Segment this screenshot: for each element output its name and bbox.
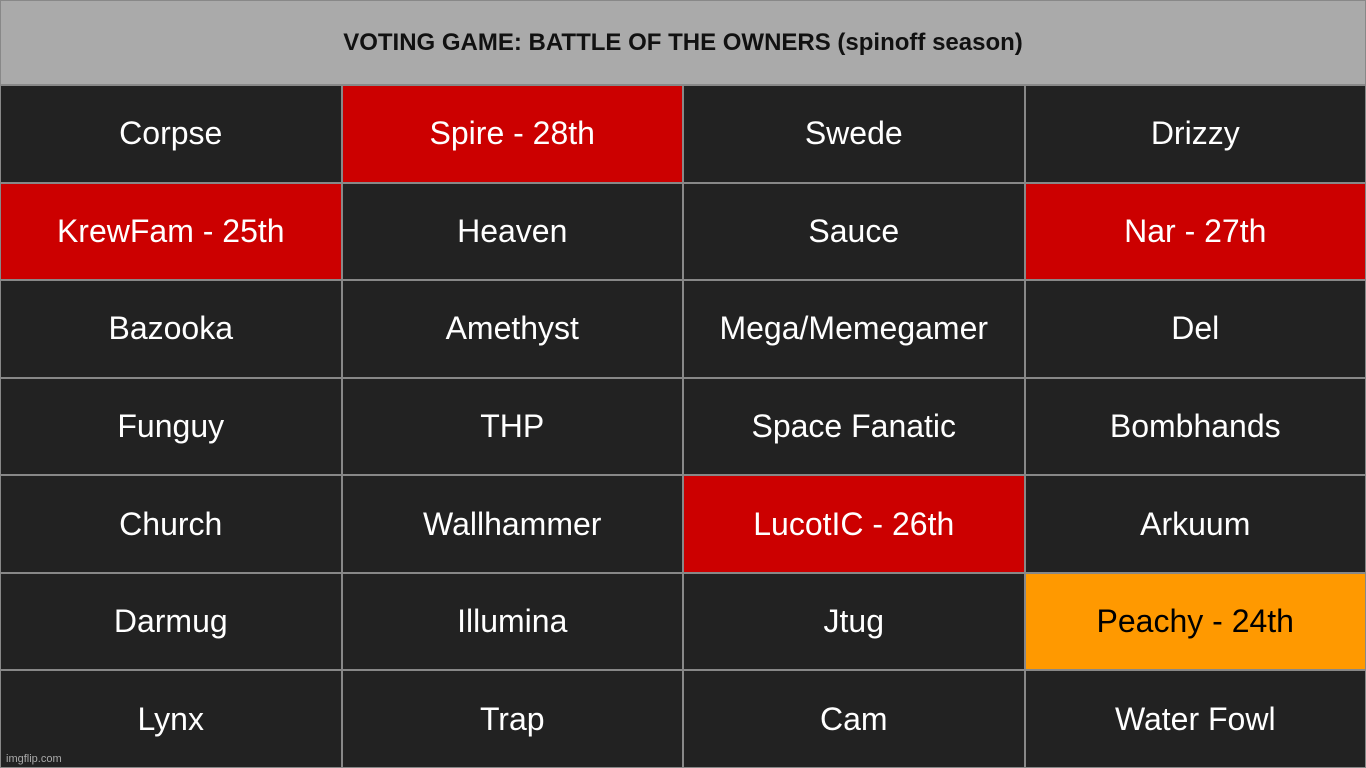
- cell: Darmug: [0, 572, 342, 671]
- cell: Swede: [683, 85, 1025, 183]
- cell: Drizzy: [1024, 85, 1366, 183]
- cell: LucotIC - 26th: [683, 475, 1025, 573]
- cell: THP: [341, 377, 683, 476]
- cell: Cam: [683, 670, 1025, 768]
- cell: Amethyst: [341, 280, 683, 378]
- cell: Peachy - 24th: [1024, 572, 1366, 671]
- cell: Space Fanatic: [683, 377, 1025, 476]
- cell: Arkuum: [1024, 475, 1366, 573]
- cell: Funguy: [0, 377, 342, 476]
- cell: Jtug: [683, 572, 1025, 671]
- cell: Corpse: [0, 85, 342, 183]
- cell: Sauce: [683, 182, 1025, 281]
- cell: KrewFam - 25th: [0, 182, 342, 281]
- cell: Nar - 27th: [1024, 182, 1366, 281]
- cell: Trap: [341, 670, 683, 768]
- cell: Spire - 28th: [341, 85, 683, 183]
- grid: Corpse Spire - 28th Swede Drizzy KrewFam - 2…: [0, 85, 1366, 768]
- cell: Church: [0, 475, 342, 573]
- header: VOTING GAME: BATTLE OF THE OWNERS (spino…: [0, 0, 1366, 85]
- watermark: imgflip.com: [6, 753, 62, 765]
- cell: Mega/Memegamer: [683, 280, 1025, 378]
- cell: Water Fowl: [1024, 670, 1366, 768]
- cell: Lynx: [0, 670, 342, 768]
- cell: Illumina: [341, 572, 683, 671]
- cell: Heaven: [341, 182, 683, 281]
- cell: Bombhands: [1024, 377, 1366, 476]
- cell: Del: [1024, 280, 1366, 378]
- cell: Wallhammer: [341, 475, 683, 573]
- cell: Bazooka: [0, 280, 342, 378]
